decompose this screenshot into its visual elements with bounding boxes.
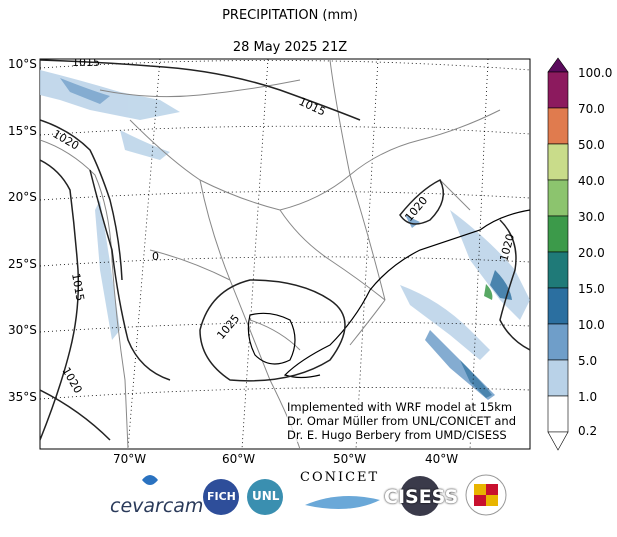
- colorbar-label-100: 100.0: [578, 66, 613, 80]
- cisess-globe: [400, 476, 440, 516]
- isobar-labels: 1015 1015 1020 1015 1020 1020 1020 1025 …: [51, 56, 518, 396]
- colorbar-label-70: 70.0: [578, 102, 605, 116]
- isobars: [40, 59, 530, 441]
- colorbar-label-20: 20.0: [578, 246, 605, 260]
- lat-label-35s: 35°S: [8, 390, 37, 404]
- cevarcam-icon: [142, 475, 158, 485]
- credit-line-2: Dr. Omar Müller from UNL/CONICET and: [287, 414, 516, 428]
- lon-label-40w: 40°W: [425, 452, 459, 466]
- lat-label-10s: 10°S: [8, 57, 37, 71]
- cisess-logo: CISESS: [384, 486, 459, 508]
- map-title: PRECIPITATION (mm): [222, 8, 358, 23]
- conicet-logo: CONICET: [300, 470, 380, 485]
- isobar-label-1015c: 1015: [69, 272, 87, 302]
- fich-logo-text: FICH: [207, 490, 236, 503]
- lon-label-50w: 50°W: [333, 452, 367, 466]
- isobar-label-0: 0: [152, 250, 159, 263]
- colorbar-label-30: 30.0: [578, 210, 605, 224]
- borders: [40, 59, 501, 449]
- colorbar-label-15: 15.0: [578, 282, 605, 296]
- unl-logo-text: UNL: [252, 489, 280, 503]
- model-credit: Implemented with WRF model at 15km Dr. O…: [287, 400, 516, 442]
- coastline: [247, 209, 530, 379]
- lat-label-30s: 30°S: [8, 323, 37, 337]
- colorbar-label-50: 50.0: [578, 138, 605, 152]
- isobar-label-1015a: 1015: [72, 56, 100, 69]
- credit-line-1: Implemented with WRF model at 15km: [287, 400, 513, 414]
- colorbar-label-5: 5.0: [578, 354, 598, 368]
- colorbar-label-40: 40.0: [578, 174, 605, 188]
- lon-label-70w: 70°W: [113, 452, 147, 466]
- map-datetime: 28 May 2025 21Z: [232, 40, 348, 55]
- logos: [142, 474, 507, 516]
- lat-label-20s: 20°S: [8, 190, 37, 204]
- colorbar: [547, 57, 569, 451]
- colorbar-label-1: 1.0: [578, 390, 598, 404]
- lat-label-15s: 15°S: [8, 124, 37, 138]
- fich-logo: [203, 479, 239, 515]
- lat-label-25s: 25°S: [8, 257, 37, 271]
- cevarcam-logo: cevarcam: [110, 495, 204, 517]
- credit-line-3: Dr. E. Hugo Berbery from UMD/CISESS: [287, 428, 507, 442]
- unl-logo: [247, 479, 283, 515]
- conicet-wave: [305, 496, 380, 509]
- colorbar-label-10: 10.0: [578, 318, 605, 332]
- lon-label-60w: 60°W: [222, 452, 256, 466]
- map-frame: [39, 58, 531, 450]
- colorbar-label-0-2: 0.2: [578, 424, 598, 438]
